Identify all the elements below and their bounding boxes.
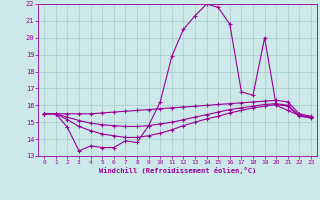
X-axis label: Windchill (Refroidissement éolien,°C): Windchill (Refroidissement éolien,°C) xyxy=(99,167,256,174)
